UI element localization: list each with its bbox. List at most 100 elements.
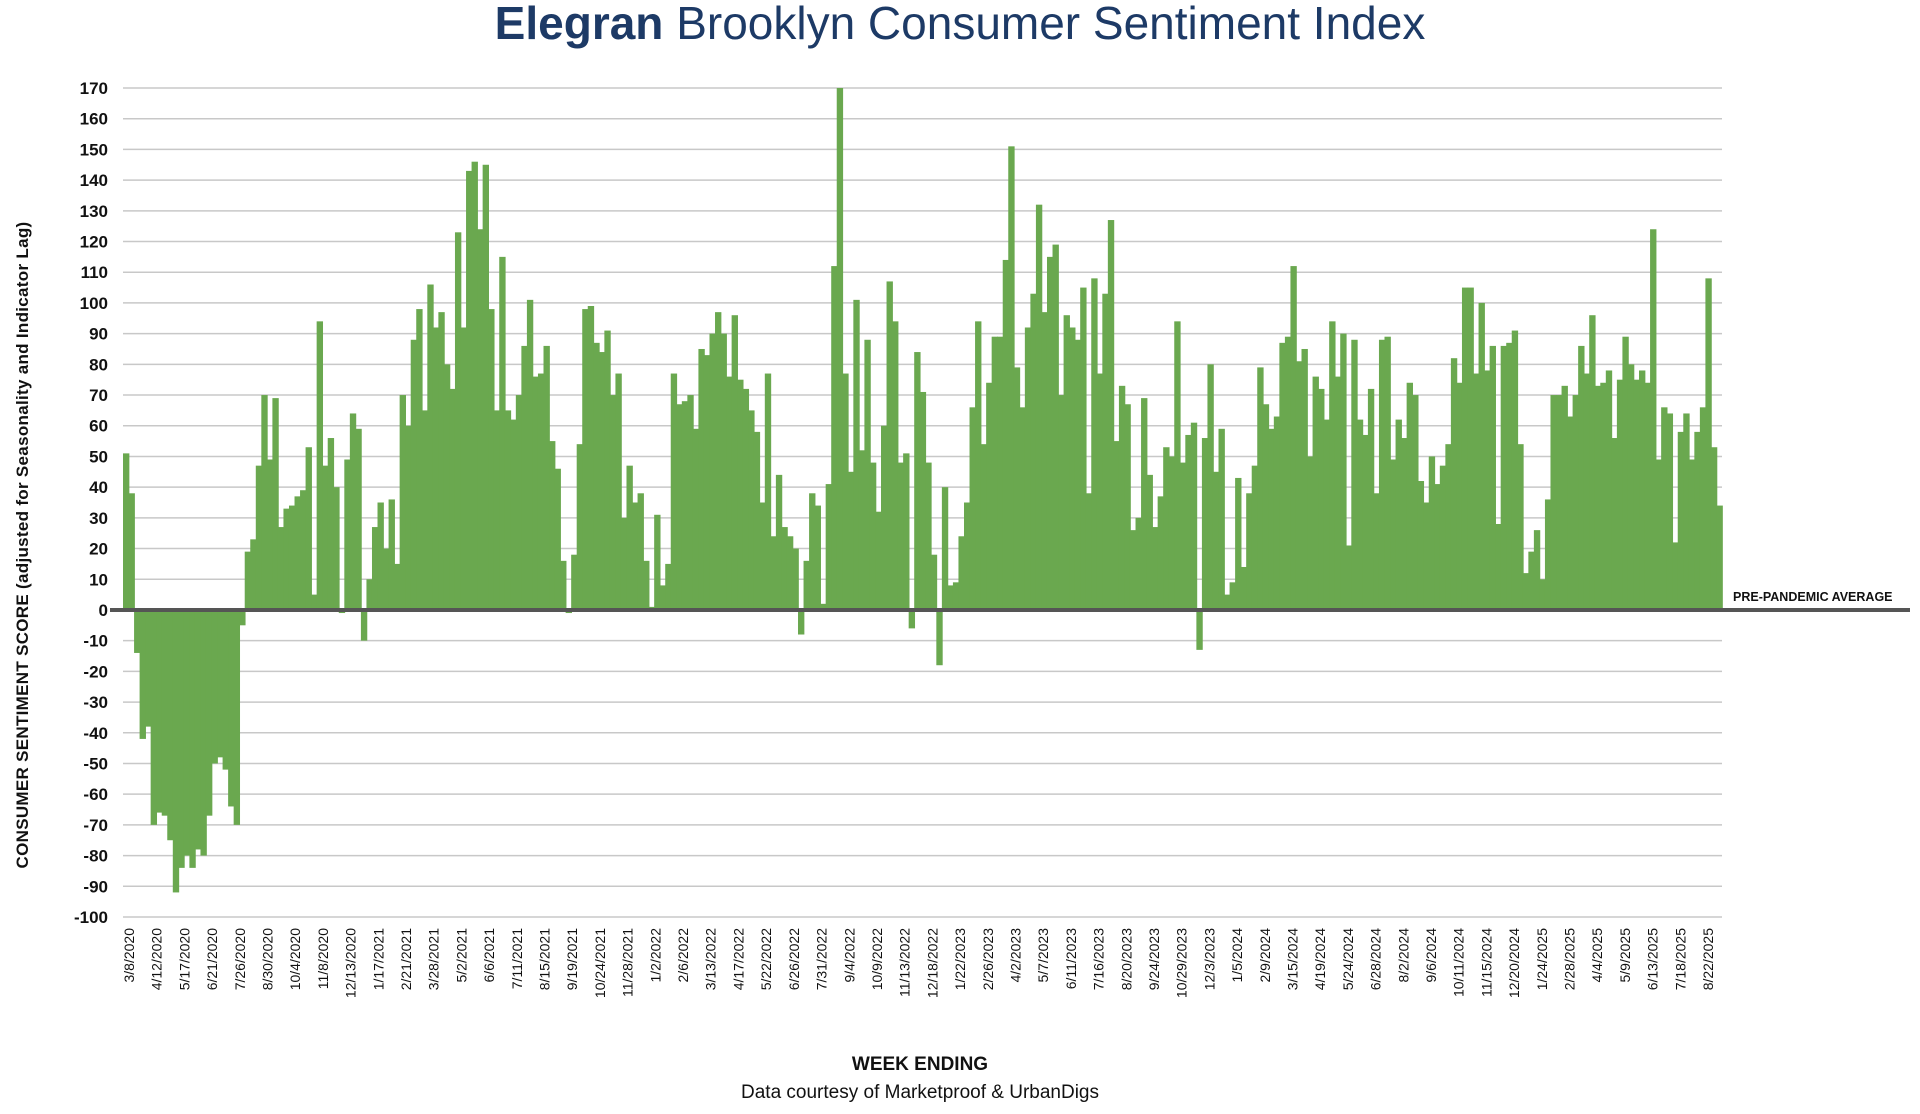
bar bbox=[432, 327, 440, 610]
x-tick-label: 2/28/2025 bbox=[1561, 928, 1577, 990]
x-tick-label: 8/30/2020 bbox=[260, 928, 276, 990]
bar bbox=[1146, 474, 1153, 610]
bar bbox=[554, 468, 561, 610]
bar bbox=[1113, 441, 1120, 610]
bar bbox=[1008, 146, 1015, 610]
bar bbox=[543, 345, 550, 610]
bar bbox=[1290, 266, 1297, 610]
bar bbox=[1367, 388, 1375, 610]
bar bbox=[1655, 459, 1662, 610]
bar bbox=[626, 465, 633, 610]
x-tick-label: 2/9/2024 bbox=[1257, 928, 1273, 983]
bar bbox=[930, 554, 938, 610]
chart-title-text: Brooklyn Consumer Sentiment Index bbox=[676, 0, 1426, 49]
bar bbox=[1135, 517, 1142, 610]
x-tick-label: 8/22/2025 bbox=[1700, 928, 1716, 990]
bar bbox=[1378, 339, 1386, 610]
bar bbox=[194, 609, 202, 850]
x-tick-label: 6/28/2024 bbox=[1368, 928, 1384, 990]
bar bbox=[405, 425, 412, 610]
bar bbox=[311, 594, 318, 610]
bar bbox=[858, 450, 866, 610]
bar bbox=[366, 579, 373, 610]
bar bbox=[753, 431, 761, 610]
bar bbox=[1694, 431, 1701, 610]
bar bbox=[1544, 499, 1552, 610]
bar bbox=[1052, 244, 1059, 610]
bar bbox=[1152, 527, 1159, 610]
bar bbox=[1395, 419, 1402, 610]
x-tick-label: 5/2/2021 bbox=[453, 928, 469, 983]
x-tick-label: 5/24/2024 bbox=[1340, 928, 1356, 990]
bar bbox=[355, 428, 362, 610]
bar bbox=[1401, 438, 1408, 610]
bar bbox=[477, 229, 484, 610]
bar bbox=[1268, 428, 1275, 610]
y-tick-label: 50 bbox=[89, 447, 108, 466]
bar bbox=[1456, 382, 1463, 610]
bar bbox=[1323, 419, 1330, 610]
bar bbox=[200, 609, 207, 856]
bar bbox=[1058, 395, 1065, 610]
bar bbox=[692, 428, 700, 610]
y-tick-label: 60 bbox=[89, 417, 108, 436]
bar bbox=[1384, 336, 1391, 610]
bar bbox=[1500, 345, 1508, 610]
y-tick-label: -10 bbox=[83, 632, 108, 651]
bar bbox=[1511, 330, 1519, 610]
bar bbox=[1096, 373, 1104, 610]
bar bbox=[261, 395, 268, 610]
bar bbox=[288, 505, 296, 610]
bar bbox=[781, 527, 788, 610]
bar bbox=[582, 309, 589, 610]
y-tick-label: -30 bbox=[83, 693, 108, 712]
y-tick-label: -60 bbox=[83, 785, 108, 804]
bar bbox=[798, 609, 805, 635]
y-tick-label: 170 bbox=[80, 79, 108, 98]
bar bbox=[416, 309, 423, 610]
bar bbox=[300, 490, 307, 610]
bar bbox=[1069, 327, 1076, 610]
bar bbox=[609, 395, 617, 610]
bar bbox=[593, 342, 600, 610]
x-tick-label: 11/13/2022 bbox=[897, 928, 913, 997]
bar bbox=[1334, 376, 1342, 610]
bar bbox=[1074, 339, 1082, 610]
bar bbox=[1434, 484, 1441, 610]
bar bbox=[1124, 404, 1131, 610]
bar bbox=[914, 352, 921, 610]
x-tick-label: 1/24/2025 bbox=[1534, 928, 1550, 990]
y-tick-label: -70 bbox=[83, 816, 108, 835]
bar bbox=[427, 284, 434, 610]
x-tick-label: 10/9/2022 bbox=[869, 928, 885, 990]
bar bbox=[875, 511, 882, 610]
bar bbox=[991, 336, 999, 610]
bar bbox=[952, 582, 960, 610]
bar bbox=[244, 551, 252, 610]
x-tick-label: 4/2/2023 bbox=[1007, 928, 1023, 983]
y-tick-label: 110 bbox=[81, 263, 108, 282]
bar bbox=[1390, 459, 1397, 610]
bar bbox=[1262, 404, 1270, 610]
bar bbox=[1063, 315, 1070, 610]
bar bbox=[881, 425, 888, 610]
x-tick-label: 1/5/2024 bbox=[1229, 928, 1245, 983]
bar bbox=[211, 609, 218, 764]
x-tick-label: 9/19/2021 bbox=[564, 928, 580, 990]
bar bbox=[775, 474, 783, 610]
bar bbox=[1085, 493, 1093, 610]
bar bbox=[1041, 312, 1048, 610]
bar bbox=[1107, 220, 1115, 610]
bar bbox=[438, 312, 445, 610]
bar bbox=[239, 609, 246, 626]
bar bbox=[1240, 566, 1247, 610]
bar bbox=[1312, 376, 1319, 610]
bar bbox=[421, 410, 429, 610]
bar bbox=[344, 459, 351, 610]
bar bbox=[825, 484, 833, 610]
bar bbox=[1650, 229, 1657, 610]
y-tick-label: -50 bbox=[83, 754, 108, 773]
bar bbox=[1506, 342, 1513, 610]
bar bbox=[1666, 413, 1674, 610]
bar bbox=[1495, 523, 1502, 610]
